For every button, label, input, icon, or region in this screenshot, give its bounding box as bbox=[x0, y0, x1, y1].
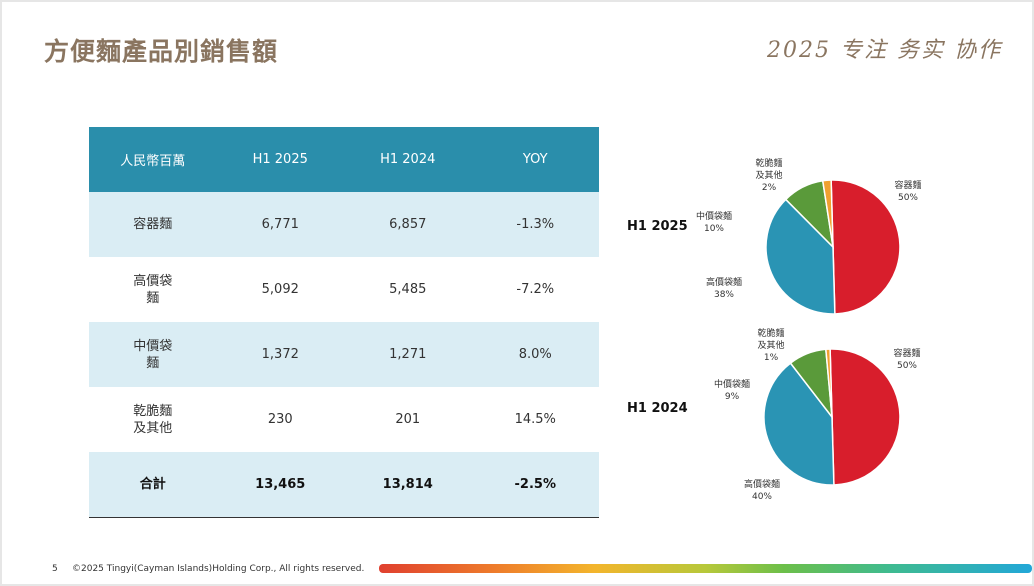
pie-title: H1 2024 bbox=[627, 401, 688, 416]
page-title: 方便麵產品別銷售額 bbox=[44, 37, 279, 66]
footer-color-bar bbox=[379, 564, 1032, 573]
pie-data-label: 高價袋麵 38% bbox=[706, 276, 742, 300]
cell-h1-2025: 13,465 bbox=[216, 452, 344, 518]
pie-data-label: 中價袋麵 10% bbox=[696, 210, 732, 234]
table-row: 容器麵 6,771 6,857 -1.3% bbox=[89, 192, 599, 257]
table-row-total: 合計 13,465 13,814 -2.5% bbox=[89, 452, 599, 518]
pie-data-label: 高價袋麵 40% bbox=[744, 478, 780, 502]
cell-h1-2024: 6,857 bbox=[344, 192, 472, 257]
cell-h1-2025: 230 bbox=[267, 412, 293, 427]
cell-yoy: -2.5% bbox=[471, 452, 599, 518]
pie-data-label: 乾脆麵及其他 2% bbox=[755, 157, 782, 193]
table-header-row: 人民幣百萬 H1 2025 H1 2024 YOY bbox=[89, 127, 599, 192]
table-row: 高價袋麵 5,092 5,485 -7.2% bbox=[89, 257, 599, 322]
table-row: 乾脆麵及其他 230 201 14.5% bbox=[89, 387, 599, 452]
page-number: 5 bbox=[52, 564, 58, 574]
cell-yoy: -7.2% bbox=[516, 282, 555, 297]
cell-yoy: -1.3% bbox=[471, 192, 599, 257]
column-header-h1-2025: H1 2025 bbox=[216, 127, 344, 192]
sales-table: 人民幣百萬 H1 2025 H1 2024 YOY 容器麵 6,771 6,85… bbox=[89, 127, 599, 518]
copyright-text: ©2025 Tingyi(Cayman Islands)Holding Corp… bbox=[72, 564, 365, 574]
pie-data-label: 容器麵 50% bbox=[894, 179, 921, 203]
slogan: 2025 专注 务实 协作 bbox=[767, 38, 1002, 63]
category-label: 合計 bbox=[139, 477, 166, 492]
cell-h1-2024: 1,271 bbox=[344, 322, 472, 387]
category-label: 乾脆麵及其他 bbox=[133, 403, 173, 436]
pie-slice bbox=[825, 348, 833, 418]
row-category: 中價袋麵 bbox=[89, 322, 217, 387]
row-category: 高價袋麵 bbox=[89, 257, 217, 322]
row-category: 容器麵 bbox=[89, 192, 217, 257]
column-header-yoy: YOY bbox=[471, 127, 599, 192]
cell-h1-2025: 6,771 bbox=[216, 192, 344, 257]
pie-title: H1 2025 bbox=[627, 219, 688, 234]
row-category: 合計 bbox=[89, 452, 217, 518]
pie-slice bbox=[821, 179, 834, 248]
pie-slice bbox=[830, 179, 901, 315]
category-label: 高價袋麵 bbox=[133, 273, 173, 306]
pie-data-label: 乾脆麵及其他 1% bbox=[757, 327, 784, 363]
pie-data-label: 容器麵 50% bbox=[893, 347, 920, 371]
cell-h1-2025: 1,372 bbox=[216, 322, 344, 387]
category-label: 容器麵 bbox=[133, 217, 173, 232]
cell-h1-2025: 5,092 bbox=[261, 282, 299, 297]
pie-slice bbox=[765, 198, 836, 315]
cell-yoy: 8.0% bbox=[471, 322, 599, 387]
cell-h1-2024: 201 bbox=[395, 412, 421, 427]
pie-data-label: 中價袋麵 9% bbox=[714, 378, 750, 402]
category-label: 中價袋麵 bbox=[133, 338, 173, 371]
cell-h1-2024: 13,814 bbox=[344, 452, 472, 518]
pie-charts: H1 2025 容器麵 50% 高價袋麵 38% 中價袋麵 10% 乾脆麵及其他 2% H1 20… bbox=[627, 157, 922, 502]
pie-slice bbox=[829, 348, 901, 486]
row-category: 乾脆麵及其他 bbox=[89, 387, 217, 452]
pie-slice bbox=[763, 362, 835, 486]
column-header-h1-2024: H1 2024 bbox=[344, 127, 472, 192]
column-header-unit: 人民幣百萬 bbox=[89, 127, 217, 192]
table-row: 中價袋麵 1,372 1,271 8.0% bbox=[89, 322, 599, 387]
cell-h1-2024: 5,485 bbox=[389, 282, 427, 297]
cell-yoy: 14.5% bbox=[514, 412, 556, 427]
